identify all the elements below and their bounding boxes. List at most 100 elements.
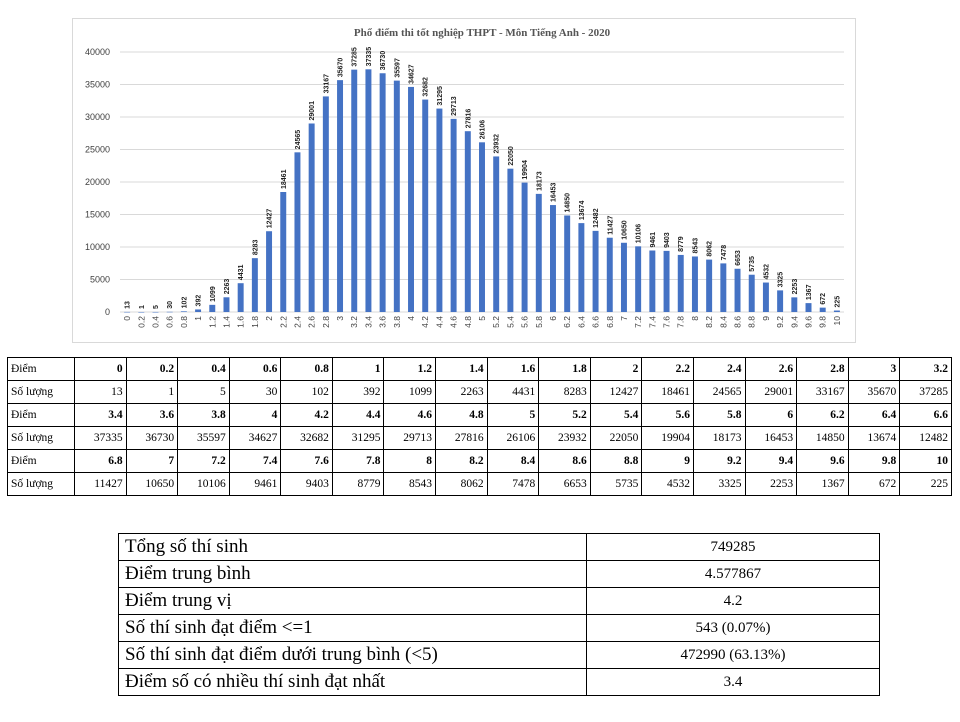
- x-tick-label: 3.8: [392, 316, 402, 328]
- score-row-cell: 5.4: [589, 403, 643, 427]
- x-tick-label: 2.4: [292, 316, 302, 328]
- bar: [351, 69, 358, 313]
- score-row-cell: 1.6: [486, 357, 540, 381]
- count-row-cell: 23932: [538, 426, 591, 450]
- x-tick-label: 9.6: [804, 316, 814, 328]
- bar-value-label: 33167: [323, 74, 330, 94]
- count-row-cell: 13: [74, 380, 127, 404]
- bar-value-label: 18173: [536, 171, 543, 191]
- score-row-cell: 8.8: [589, 449, 643, 473]
- bar-value-label: 27816: [465, 109, 472, 129]
- count-row-cell: 1367: [796, 472, 849, 496]
- score-row-cell: 1.8: [538, 357, 591, 381]
- bar: [606, 237, 613, 312]
- score-row-cell: 2.4: [692, 357, 746, 381]
- bar: [734, 268, 741, 312]
- count-row-cell: 37335: [74, 426, 127, 450]
- bar-value-label: 5: [153, 305, 160, 309]
- summary-label: Số thí sinh đạt điểm <=1: [118, 614, 587, 642]
- score-row-cell: 8: [383, 449, 437, 473]
- bar: [436, 108, 443, 313]
- bar-value-label: 672: [820, 293, 827, 305]
- count-row-cell: 672: [847, 472, 901, 496]
- y-tick-label: 35000: [85, 80, 110, 90]
- count-row-cell: 9461: [228, 472, 282, 496]
- x-tick-label: 5.2: [491, 316, 501, 328]
- count-row-cell: 24565: [692, 380, 746, 404]
- bar-value-label: 22050: [508, 146, 515, 166]
- count-row: Số lượng 37335 36730 35597 34627 32682 31295 29…: [7, 426, 952, 450]
- bar: [322, 96, 329, 313]
- score-row-cell: 7.8: [331, 449, 385, 473]
- bar: [209, 304, 216, 312]
- count-row-cell: 4431: [486, 380, 540, 404]
- x-tick-label: 8.6: [733, 316, 743, 328]
- y-tick-label: 5000: [90, 275, 110, 285]
- x-tick-label: 4: [406, 316, 416, 321]
- score-row-cell: 2.6: [744, 357, 798, 381]
- count-row-cell: 8062: [435, 472, 488, 496]
- bar-value-label: 37285: [352, 47, 359, 67]
- count-row-cell: 6653: [538, 472, 591, 496]
- bar: [223, 297, 230, 312]
- x-tick-label: 1.8: [250, 316, 260, 328]
- count-row-cell: 32682: [280, 426, 333, 450]
- x-tick-label: 0.4: [150, 316, 160, 328]
- x-tick-label: 2.8: [321, 316, 331, 328]
- bar: [180, 311, 187, 312]
- score-row-cell: 4: [228, 403, 282, 427]
- score-row-cell: 0: [74, 357, 127, 381]
- score-row-cell: 5.8: [692, 403, 746, 427]
- bar-value-label: 8543: [692, 238, 699, 254]
- summary-value: 4.2: [586, 587, 880, 615]
- bar-value-label: 9403: [664, 232, 671, 248]
- x-tick-label: 8.8: [747, 316, 757, 328]
- x-tick-label: 6: [548, 316, 558, 321]
- x-tick-label: 5.4: [505, 316, 515, 328]
- x-tick-label: 1.6: [236, 316, 246, 328]
- score-row: Điểm 6.8 7 7.2 7.4 7.6 7.8 8 8.2 8.4 8.6 8.8 9 9.2 9.4…: [7, 449, 952, 473]
- score-row-cell: 3.6: [125, 403, 179, 427]
- summary-label: Điểm số có nhiều thí sinh đạt nhất: [118, 668, 587, 696]
- score-count-table: Điểm 0 0.2 0.4 0.6 0.8 1 1.2 1.4 1.6 1.8 2 2.2 2.4 2.6…: [7, 357, 952, 496]
- count-row-cell: 27816: [435, 426, 488, 450]
- score-row-cell: 4.4: [331, 403, 385, 427]
- bar: [479, 142, 485, 312]
- summary-value: 3.4: [586, 668, 880, 696]
- score-row-cell: 0.8: [280, 357, 333, 381]
- x-tick-label: 4.6: [449, 316, 459, 328]
- x-tick-label: 8: [690, 316, 700, 321]
- score-row-cell: 4.2: [280, 403, 333, 427]
- x-tick-label: 8.4: [718, 316, 728, 328]
- summary-table: Tổng số thí sinh 749285 Điểm trung bình 4.5…: [118, 533, 880, 696]
- summary-value: 472990 (63.13%): [586, 641, 880, 669]
- bar-value-label: 4431: [238, 265, 245, 281]
- summary-label: Số thí sinh đạt điểm dưới trung bình (<5…: [118, 641, 587, 669]
- count-row: Số lượng 11427 10650 10106 9461 9403 8779 8543 8…: [7, 472, 952, 496]
- summary-row: Điểm trung vị 4.2: [118, 587, 880, 615]
- x-tick-label: 9: [761, 316, 771, 321]
- bar-value-label: 37335: [366, 47, 373, 67]
- bar-value-label: 29001: [309, 101, 316, 121]
- bar: [592, 230, 599, 312]
- count-row-cell: 7478: [486, 472, 540, 496]
- score-row-cell: 9.6: [796, 449, 849, 473]
- count-row-cell: 14850: [796, 426, 849, 450]
- y-tick-label: 30000: [85, 112, 110, 122]
- count-row-cell: 35670: [847, 380, 901, 404]
- count-row-cell: 102: [280, 380, 333, 404]
- bar: [152, 311, 159, 313]
- summary-row: Tổng số thí sinh 749285: [118, 533, 880, 561]
- summary-label: Điểm trung vị: [118, 587, 587, 615]
- y-tick-label: 0: [105, 307, 110, 317]
- count-row-cell: 29001: [744, 380, 798, 404]
- bar-value-label: 30: [167, 301, 174, 309]
- count-row-cell: 5: [177, 380, 230, 404]
- bar-value-label: 24565: [295, 130, 302, 150]
- score-row-cell: 7.4: [228, 449, 282, 473]
- bar-value-label: 12482: [593, 208, 600, 228]
- count-row-cell: 11427: [74, 472, 127, 496]
- count-row-cell: 37285: [899, 380, 952, 404]
- bar-value-label: 31295: [437, 86, 444, 106]
- score-row-cell: 2.2: [641, 357, 694, 381]
